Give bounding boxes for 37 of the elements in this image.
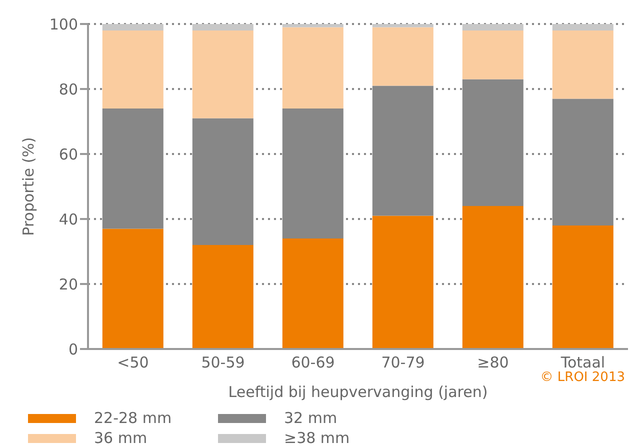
x-tick-label: 50-59 xyxy=(201,354,245,372)
bar xyxy=(552,226,614,349)
bar xyxy=(552,30,614,99)
bar xyxy=(372,24,434,28)
bar xyxy=(462,206,524,349)
x-tick-label: <50 xyxy=(117,354,149,372)
bar xyxy=(102,228,164,349)
x-axis-title: Leeftijd bij heupvervanging (jaren) xyxy=(228,383,488,401)
y-tick-label: 40 xyxy=(58,210,78,228)
bar xyxy=(282,238,344,349)
x-tick-label: 60-69 xyxy=(291,354,335,372)
y-tick-label: 0 xyxy=(68,340,78,358)
bar xyxy=(102,24,164,30)
bar xyxy=(552,24,614,30)
source-note: © LROI 2013 xyxy=(540,370,625,385)
bar xyxy=(282,24,344,28)
x-tick-label: 70-79 xyxy=(381,354,425,372)
bar xyxy=(192,30,254,118)
x-tick-label: ≥80 xyxy=(477,354,509,372)
bar xyxy=(282,27,344,108)
bar xyxy=(372,216,434,349)
bar xyxy=(192,245,254,349)
legend-label: 32 mm xyxy=(284,409,338,427)
y-tick-label: 60 xyxy=(58,145,78,164)
y-axis-title: Proportie (%) xyxy=(19,137,38,236)
bar xyxy=(462,30,524,80)
bar xyxy=(372,27,434,86)
bar xyxy=(462,24,524,30)
legend-label: ≥38 mm xyxy=(284,429,350,447)
y-tick-label: 80 xyxy=(58,80,78,98)
y-tick-label: 20 xyxy=(58,275,78,294)
legend-label: 36 mm xyxy=(94,429,148,447)
legend-label: 22-28 mm xyxy=(94,409,172,427)
bar xyxy=(102,30,164,108)
bar xyxy=(192,24,254,30)
y-tick-label: 100 xyxy=(49,15,78,34)
x-tick-label: Totaal xyxy=(560,354,606,372)
